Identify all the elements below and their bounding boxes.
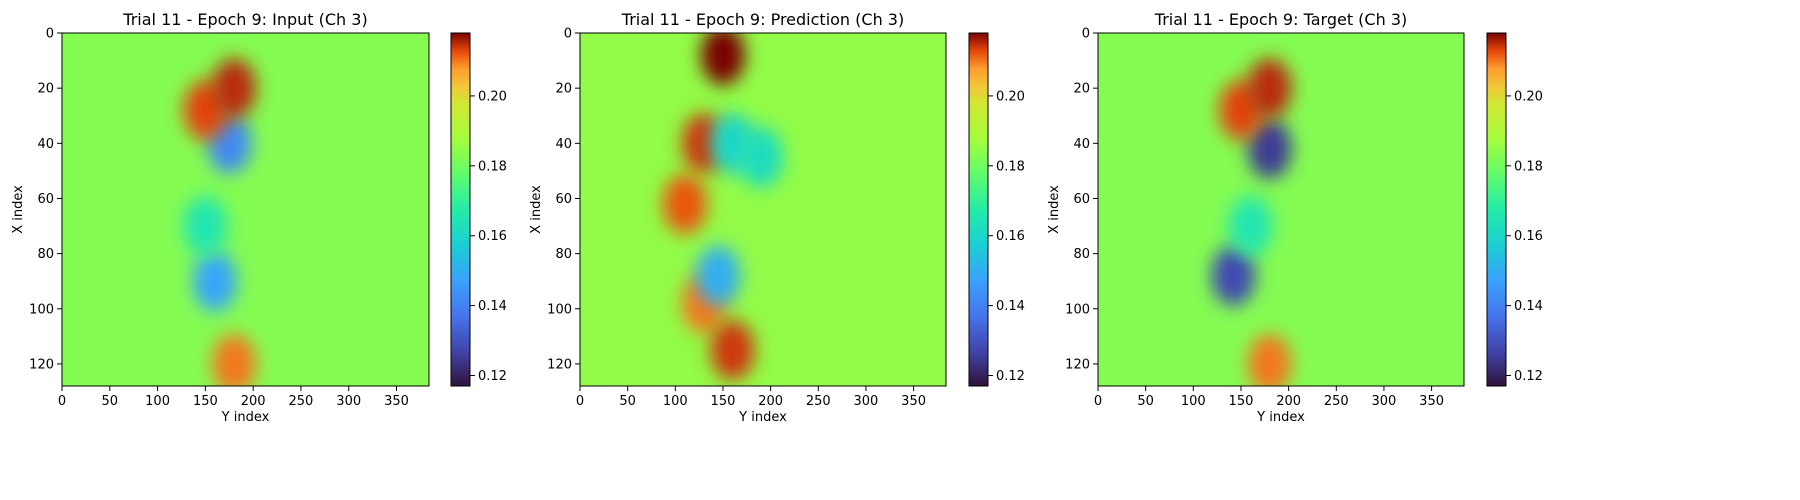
x-axis-label: Y index <box>221 410 270 425</box>
x-axis-label: Y index <box>738 410 787 425</box>
y-axis-label: X index <box>529 185 544 234</box>
colorbar-tick-label: 0.16 <box>478 229 507 244</box>
x-tick-label: 100 <box>145 394 170 409</box>
colorbar-tick-label: 0.12 <box>1514 369 1543 384</box>
x-tick-label: 150 <box>193 394 218 409</box>
x-tick-label: 200 <box>241 394 266 409</box>
x-tick-label: 300 <box>1372 394 1397 409</box>
heatmap-feature <box>183 196 228 257</box>
y-tick-label: 20 <box>555 82 572 97</box>
y-tick-label: 100 <box>1065 302 1090 317</box>
x-tick-label: 100 <box>1181 394 1206 409</box>
y-tick-label: 60 <box>37 192 54 207</box>
y-tick-label: 40 <box>37 137 54 152</box>
heatmap-feature <box>739 127 784 188</box>
x-tick-label: 300 <box>336 394 361 409</box>
x-tick-label: 350 <box>901 394 926 409</box>
heatmap-feature <box>662 173 707 234</box>
chart-panel-3: 0 50 100 150 200 250 300 350 0 20 40 60 80 100 120 Tria… <box>1047 10 1543 425</box>
y-axis-label: X index <box>1047 185 1062 234</box>
y-tick-label: 120 <box>1065 357 1090 372</box>
y-axis-label: X index <box>11 185 26 234</box>
colorbar-tick-label: 0.14 <box>1514 299 1543 314</box>
x-tick-label: 0 <box>576 394 584 409</box>
y-tick-label: 40 <box>1073 137 1090 152</box>
colorbar-tick-label: 0.18 <box>1514 159 1543 174</box>
heatmap-feature <box>1247 333 1292 386</box>
y-tick-label: 100 <box>547 302 572 317</box>
heatmap-field <box>62 33 429 386</box>
colorbar <box>968 32 989 387</box>
heatmap-feature <box>212 58 257 119</box>
heatmap-feature <box>710 320 755 381</box>
x-tick-label: 100 <box>663 394 688 409</box>
x-tick-label: 200 <box>758 394 783 409</box>
x-tick-label: 200 <box>1276 394 1301 409</box>
heatmap-feature <box>696 245 741 306</box>
colorbar-tick-label: 0.14 <box>478 299 507 314</box>
x-tick-label: 250 <box>1324 394 1349 409</box>
x-tick-label: 150 <box>711 394 736 409</box>
heatmap-feature <box>1211 245 1256 306</box>
y-tick-label: 0 <box>1082 27 1090 42</box>
x-tick-label: 50 <box>619 394 636 409</box>
x-tick-label: 150 <box>1229 394 1254 409</box>
colorbar-tick-label: 0.18 <box>996 159 1025 174</box>
heatmap-background <box>580 33 946 386</box>
colorbar-tick-label: 0.12 <box>478 369 507 384</box>
heatmap-field <box>580 33 946 386</box>
y-tick-label: 40 <box>555 137 572 152</box>
y-tick-label: 120 <box>547 357 572 372</box>
x-tick-label: 250 <box>806 394 831 409</box>
axes-frame <box>61 32 430 387</box>
x-tick-label: 0 <box>58 394 66 409</box>
y-tick-label: 60 <box>555 192 572 207</box>
heatmap-feature <box>192 251 237 312</box>
x-tick-label: 0 <box>1094 394 1102 409</box>
chart-title: Trial 11 - Epoch 9: Prediction (Ch 3) <box>621 10 904 29</box>
colorbar-tick-label: 0.20 <box>478 89 507 104</box>
y-tick-label: 80 <box>555 247 572 262</box>
heatmap-feature <box>700 33 745 86</box>
colorbar-tick-label: 0.12 <box>996 369 1025 384</box>
y-tick-label: 0 <box>564 27 572 42</box>
y-tick-label: 80 <box>1073 247 1090 262</box>
y-tick-label: 20 <box>1073 82 1090 97</box>
colorbar-tick-label: 0.14 <box>996 299 1025 314</box>
axes-frame <box>1097 32 1465 387</box>
colorbar <box>1486 32 1507 387</box>
heatmap-feature <box>1247 118 1292 179</box>
y-tick-label: 0 <box>46 27 54 42</box>
x-tick-label: 350 <box>1419 394 1444 409</box>
x-tick-label: 50 <box>102 394 119 409</box>
chart-panel-2: 0 50 100 150 200 250 300 350 0 20 40 60 80 100 120 Tria… <box>529 10 1025 425</box>
y-tick-label: 20 <box>37 82 54 97</box>
x-tick-label: 50 <box>1137 394 1154 409</box>
heatmap-feature <box>212 333 257 386</box>
y-tick-label: 100 <box>29 302 54 317</box>
colorbar-tick-label: 0.20 <box>1514 89 1543 104</box>
colorbar-tick-label: 0.20 <box>996 89 1025 104</box>
colorbar-tick-label: 0.18 <box>478 159 507 174</box>
colorbar <box>450 32 471 387</box>
chart-title: Trial 11 - Epoch 9: Target (Ch 3) <box>1154 10 1407 29</box>
x-tick-label: 250 <box>289 394 314 409</box>
colorbar-tick-label: 0.16 <box>1514 229 1543 244</box>
heatmap-field <box>1098 33 1464 386</box>
y-tick-label: 80 <box>37 247 54 262</box>
heatmap-feature <box>1247 58 1292 119</box>
axes-frame <box>579 32 947 387</box>
y-tick-label: 60 <box>1073 192 1090 207</box>
x-axis-label: Y index <box>1256 410 1305 425</box>
chart-title: Trial 11 - Epoch 9: Input (Ch 3) <box>122 10 367 29</box>
y-tick-label: 120 <box>29 357 54 372</box>
colorbar-tick-label: 0.16 <box>996 229 1025 244</box>
chart-panel-1: 0 50 100 150 200 250 300 350 0 20 40 60 80 100 120 Tria… <box>11 10 507 425</box>
x-tick-label: 300 <box>854 394 879 409</box>
x-tick-label: 350 <box>384 394 409 409</box>
heatmap-feature <box>1228 196 1273 257</box>
